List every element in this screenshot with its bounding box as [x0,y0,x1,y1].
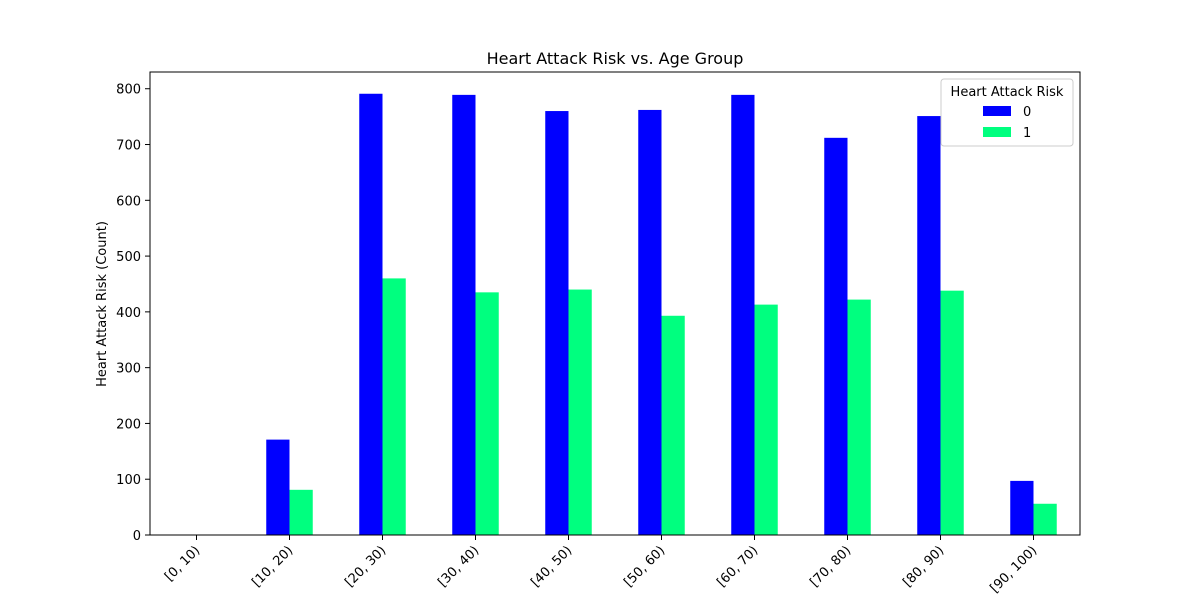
x-axis-ticks: [0, 10) [10, 20) [20, 30) [30, 40) [40, 50) [… [162,535,1040,596]
bar-series-0 [266,439,290,535]
plot-area-frame [149,71,1081,536]
y-tick-label: 700 [116,139,141,154]
bar-series-0 [452,94,476,535]
y-tick-label: 0 [133,529,141,544]
bar-series-0 [917,116,941,536]
y-tick-label: 100 [116,473,141,488]
y-tick-label: 300 [116,362,141,377]
bar-series-0 [1010,480,1034,535]
bar-series-0 [359,93,383,535]
y-tick-label: 600 [116,194,141,209]
bar-series-1 [661,315,685,535]
x-tick-label: [80, 90) [900,543,947,590]
y-tick-label: 200 [116,417,141,432]
x-tick-label: [90, 100) [987,543,1040,596]
bar-series-0 [545,111,569,536]
x-tick-label: [40, 50) [528,543,575,590]
bars [266,93,1057,536]
y-axis-label: Heart Attack Risk (Count) [95,221,110,387]
legend-label-0: 0 [1023,105,1031,120]
y-tick-label: 500 [116,250,141,265]
bar-series-1 [568,289,592,535]
bar-series-0 [824,137,848,535]
x-tick-label: [0, 10) [162,543,203,584]
legend-title: Heart Attack Risk [951,85,1064,100]
x-tick-label: [30, 40) [435,543,482,590]
bar-series-0 [731,94,755,535]
legend-swatch-1 [983,127,1011,137]
x-tick-label: [10, 20) [249,543,296,590]
y-axis-ticks: 0 100 200 300 400 500 600 700 800 [116,83,150,544]
bar-series-1 [940,290,964,535]
bar-series-1 [382,278,406,535]
y-tick-label: 400 [116,306,141,321]
bar-series-1 [847,299,871,535]
bar-series-1 [475,292,499,535]
y-tick-label: 800 [116,83,141,98]
x-tick-label: [50, 60) [621,543,668,590]
x-tick-label: [70, 80) [807,543,854,590]
chart-title: Heart Attack Risk vs. Age Group [487,49,744,68]
legend-label-1: 1 [1023,126,1031,141]
x-tick-label: [20, 30) [342,543,389,590]
legend-swatch-0 [983,106,1011,116]
bar-series-1 [1033,503,1057,535]
bar-series-1 [289,489,313,535]
bar-series-1 [754,304,778,535]
legend: Heart Attack Risk 0 1 [940,78,1074,147]
x-tick-label: [60, 70) [714,543,761,590]
bar-series-0 [638,109,662,536]
